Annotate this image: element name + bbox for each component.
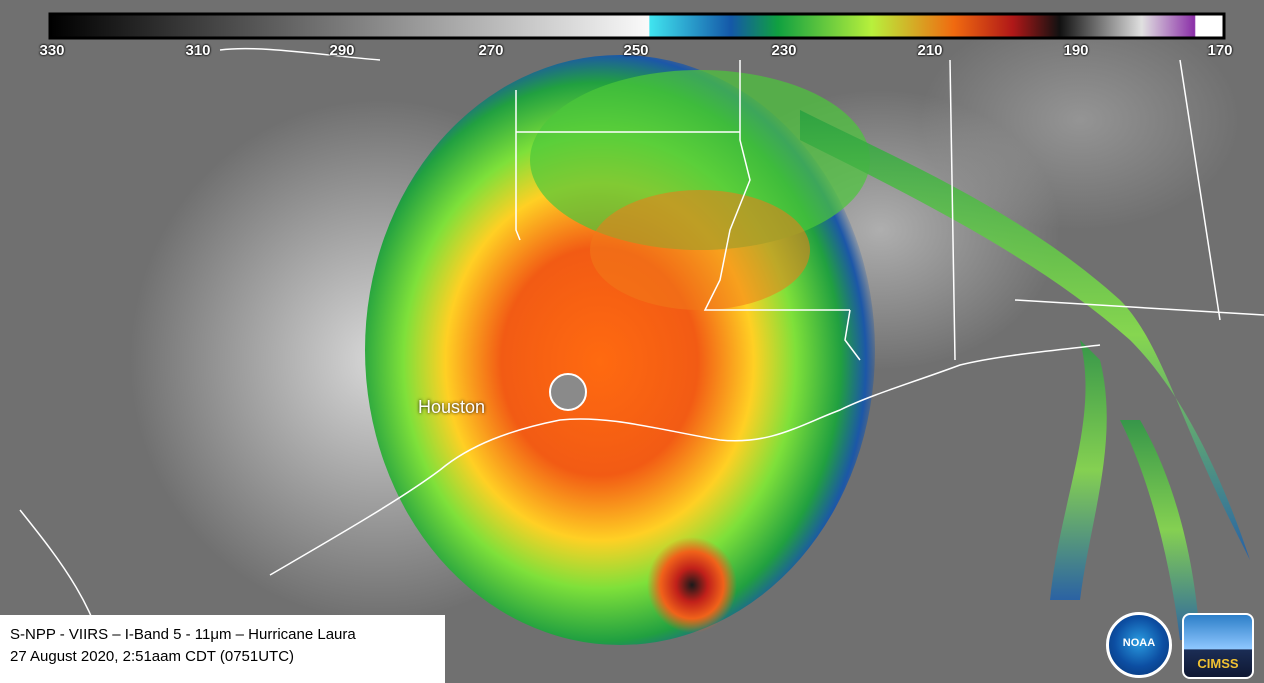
city-label-houston: Houston [418,397,486,417]
colorbar-tick: 190 [1063,42,1089,59]
caption-box: S-NPP - VIIRS – I-Band 5 - 11μm – Hurric… [0,615,445,683]
noaa-logo-text: NOAA [1122,637,1156,649]
colorbar-tick: 250 [623,42,649,59]
colorbar-tick: 270 [478,42,504,59]
convective-cell [647,537,737,633]
colorbar-tick: 330 [39,42,65,59]
cimss-logo: CIMSS [1182,613,1254,679]
colorbar-tick: 170 [1207,42,1233,59]
colorbar [48,12,1226,40]
caption-line-1: S-NPP - VIIRS – I-Band 5 - 11μm – Hurric… [10,626,356,643]
colorbar-tick: 310 [185,42,211,59]
noaa-logo: NOAA [1106,612,1172,678]
coastline-and-borders [19,47,1264,681]
hurricane-eye [549,373,587,411]
cimss-logo-text: CIMSS [1197,656,1239,671]
rain-band [800,110,1250,560]
colorbar-tick: 210 [917,42,943,59]
colorbar-tick: 230 [771,42,797,59]
colorbar-ticks: 330 310 290 270 250 230 210 190 170 [0,42,1264,64]
caption-line-2: 27 August 2020, 2:51aam CDT (0751UTC) [10,648,295,665]
colorbar-tick: 290 [329,42,355,59]
